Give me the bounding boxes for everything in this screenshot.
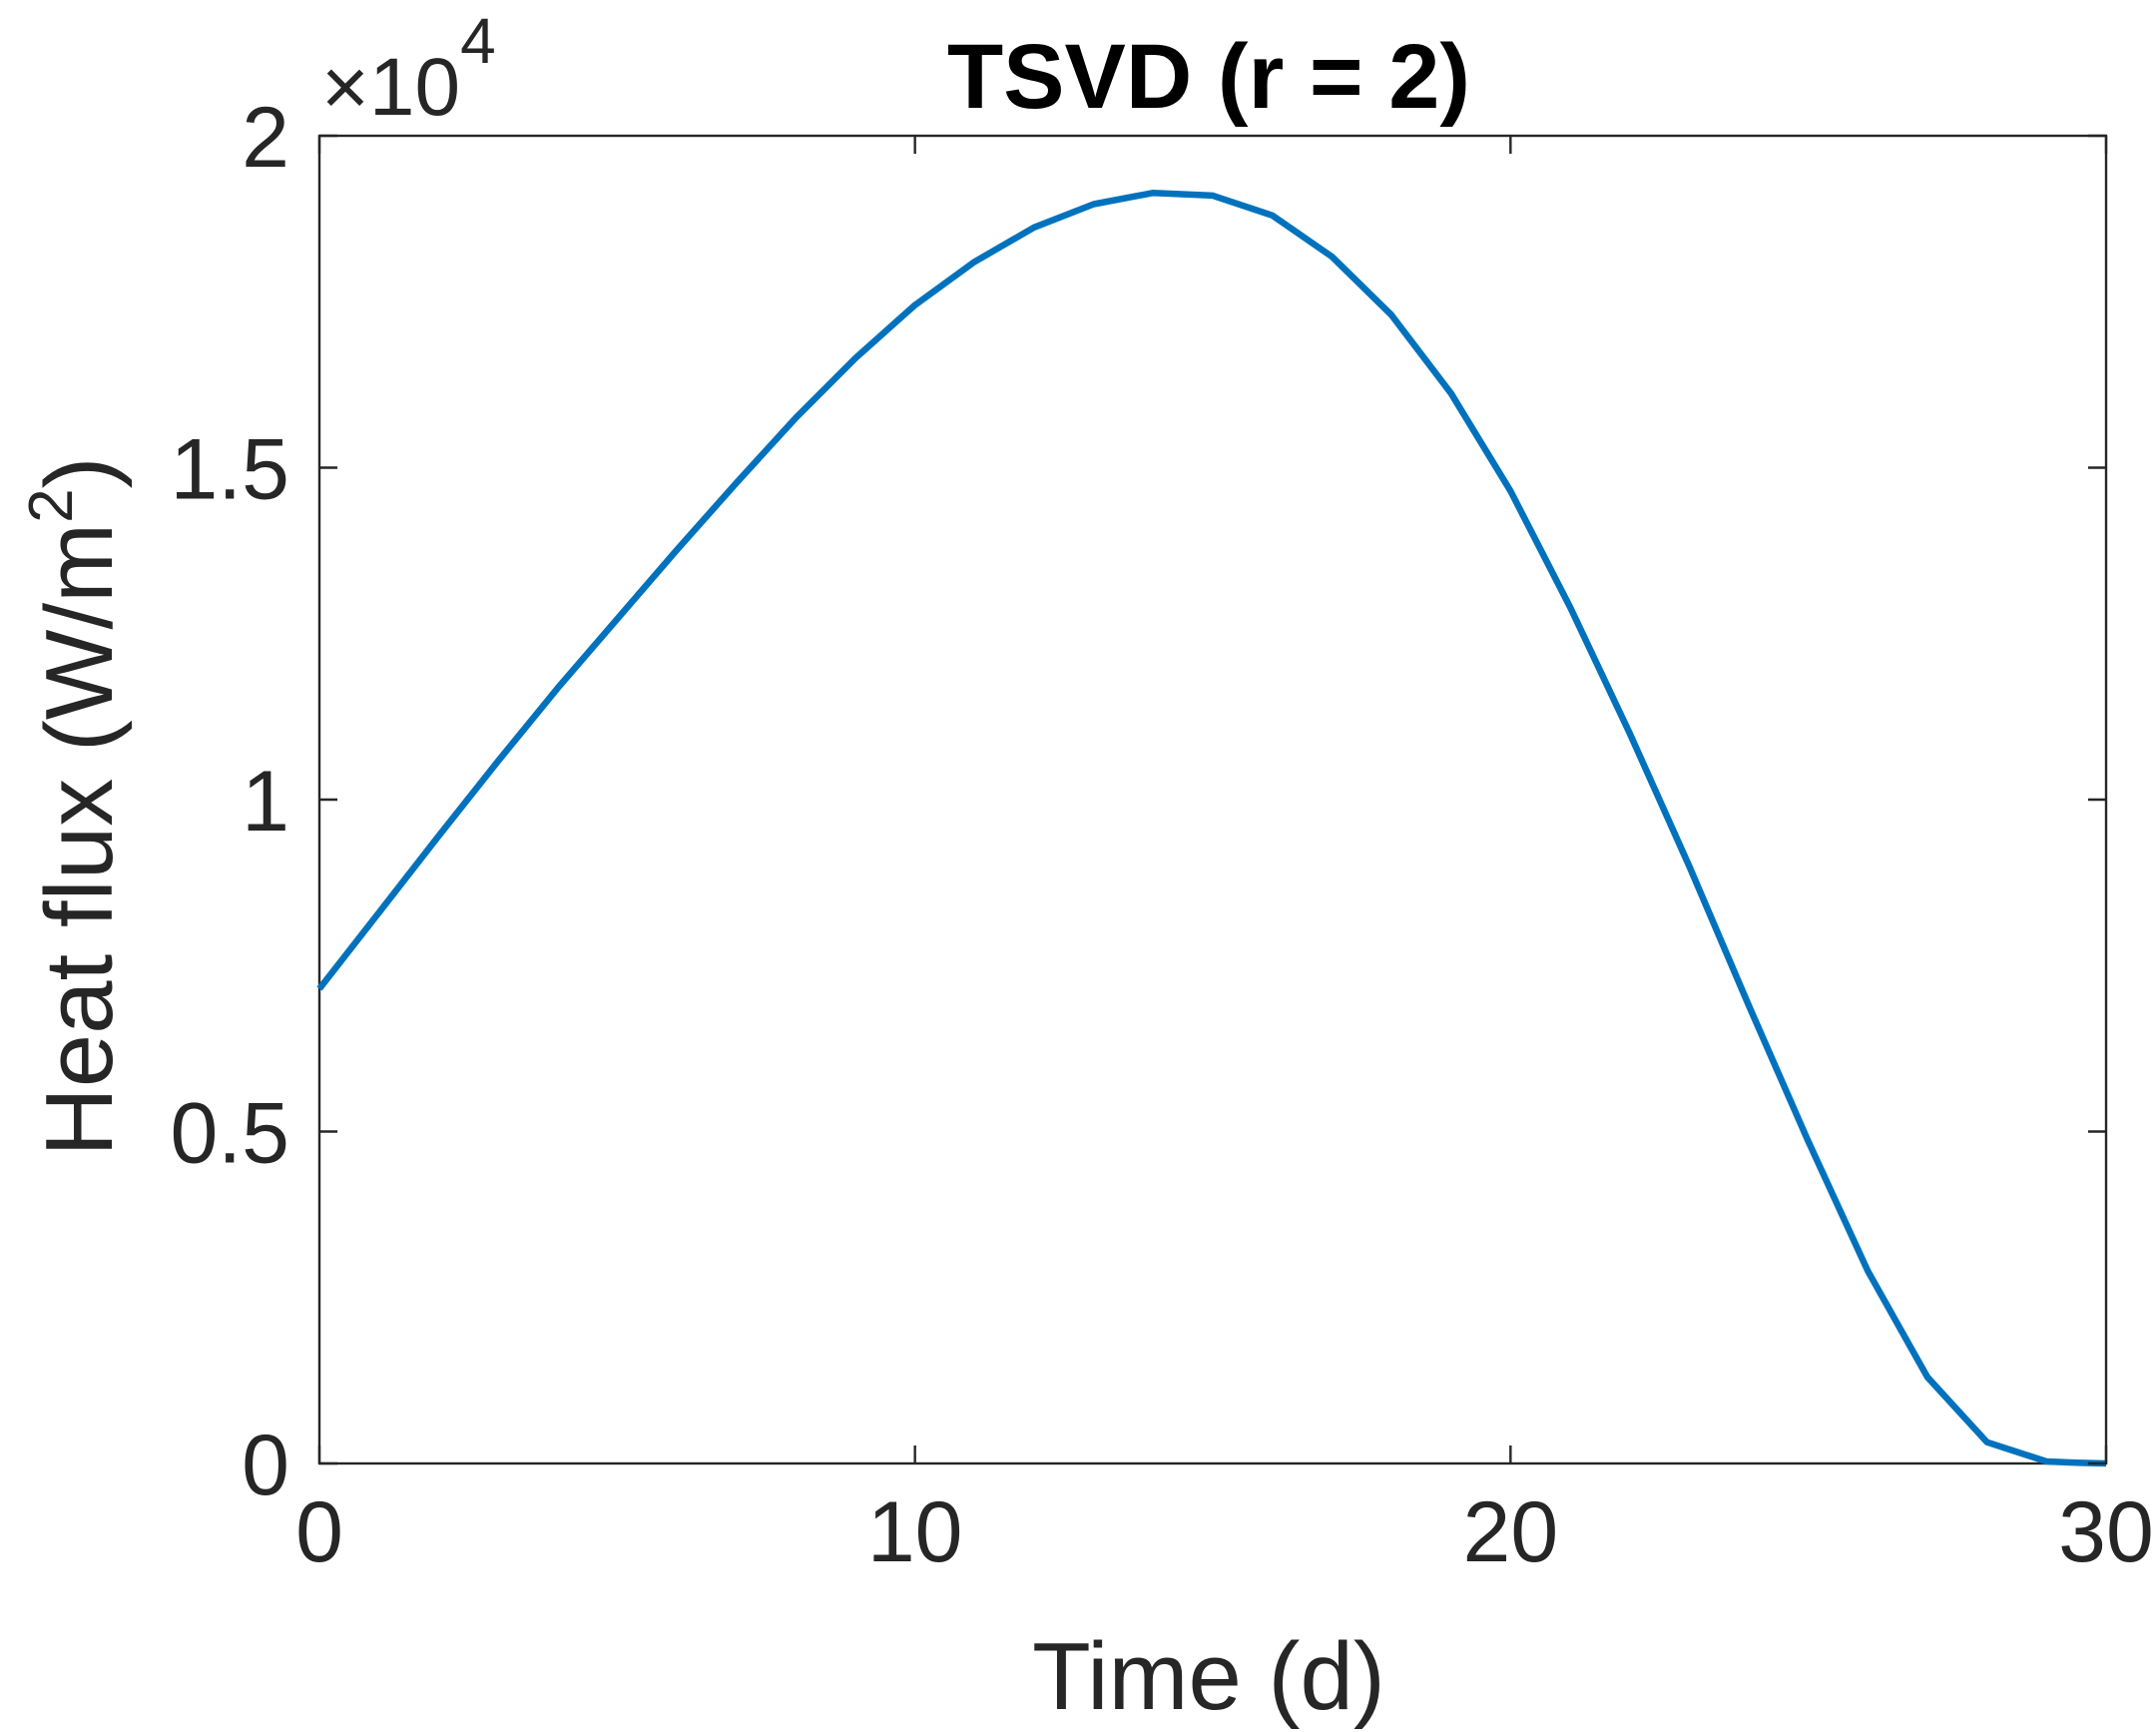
x-tick-label: 0	[295, 1484, 343, 1580]
x-tick-label: 10	[867, 1484, 963, 1580]
plot-area	[316, 134, 2108, 1467]
y-tick-label: 1.5	[170, 422, 289, 518]
y-axis-label: Heat flux (W/m2)	[17, 456, 133, 1156]
y-tick-label: 1	[242, 754, 289, 850]
axis-ticks	[317, 134, 2108, 1465]
y-tick-label: 2	[242, 90, 289, 186]
tick-labels: 0 10 20 30 0 0.5 1 1.5 2	[170, 90, 2153, 1580]
x-tick-label: 20	[1462, 1484, 1558, 1580]
x-axis-label: Time (d)	[1032, 1623, 1385, 1730]
series-line-0	[316, 189, 2107, 1467]
y-axis-label-superscript: 2	[17, 488, 86, 522]
axes-box	[317, 134, 2108, 1465]
y-tick-label: 0	[242, 1418, 289, 1513]
y-tick-label: 0.5	[170, 1086, 289, 1182]
y-axis-label-main: Heat flux (W/m	[26, 523, 133, 1157]
y-axis-multiplier-exponent: 4	[460, 5, 496, 77]
chart-title: TSVD (r = 2)	[947, 26, 1470, 128]
y-axis-multiplier-base: ×10	[321, 42, 460, 133]
y-axis-multiplier: ×104	[321, 5, 496, 133]
x-tick-label: 30	[2058, 1484, 2154, 1580]
y-axis-label-close: )	[26, 456, 133, 488]
